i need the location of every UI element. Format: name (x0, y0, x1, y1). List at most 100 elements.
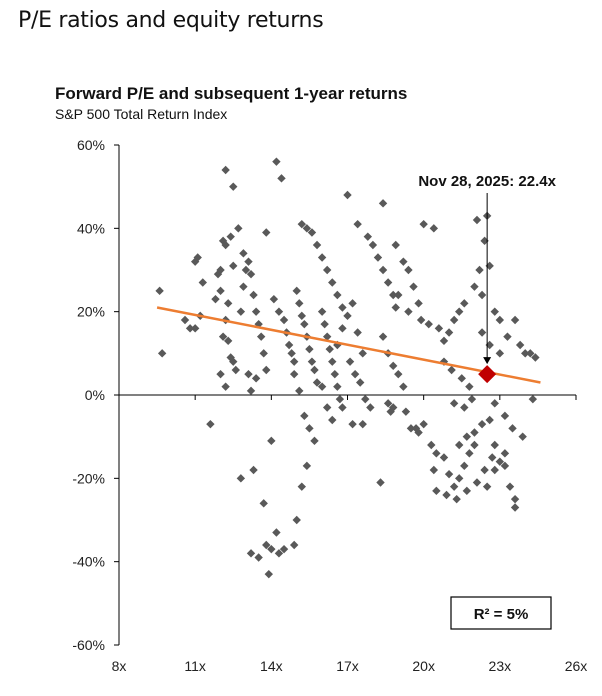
data-point (343, 190, 352, 200)
data-point (353, 328, 362, 337)
data-point (236, 307, 246, 316)
data-point (444, 469, 454, 479)
data-point (216, 265, 225, 275)
data-point (287, 349, 296, 358)
data-point (510, 503, 520, 512)
data-point (419, 419, 428, 429)
data-point (399, 257, 408, 266)
data-point (279, 544, 289, 554)
data-point (447, 365, 456, 375)
data-point (386, 407, 395, 416)
data-point (254, 553, 263, 562)
data-point (404, 265, 413, 275)
data-point (460, 461, 469, 471)
data-point (394, 369, 403, 379)
data-point (432, 486, 441, 496)
data-points (155, 157, 540, 579)
data-point (312, 240, 322, 250)
page-title: P/E ratios and equity returns (18, 8, 324, 33)
data-point (234, 224, 243, 233)
data-point (378, 265, 388, 275)
data-point (358, 419, 367, 429)
data-point (366, 403, 375, 412)
data-point (449, 482, 459, 491)
annotation-arrow-head (483, 357, 492, 365)
data-point (249, 465, 258, 475)
data-point (289, 540, 299, 550)
data-point (330, 369, 340, 379)
data-point (338, 324, 347, 333)
data-point (361, 394, 370, 404)
data-point (480, 465, 489, 475)
data-point (355, 378, 365, 387)
data-point (490, 440, 499, 450)
y-tick-label: -20% (72, 470, 105, 486)
data-point (391, 240, 400, 250)
data-point (317, 253, 327, 262)
data-point (485, 415, 494, 425)
data-point (279, 315, 289, 325)
data-point (274, 549, 284, 558)
data-point (399, 382, 408, 391)
y-tick-label: 40% (77, 220, 105, 236)
data-point (289, 369, 299, 379)
data-point (457, 374, 466, 383)
data-point (320, 319, 329, 329)
data-point (495, 457, 505, 466)
data-point (416, 315, 426, 325)
data-point (157, 349, 167, 358)
data-point (211, 294, 220, 304)
data-point (267, 436, 276, 446)
data-point (206, 419, 215, 429)
data-point (302, 224, 312, 233)
data-point (419, 219, 428, 229)
data-point (409, 282, 418, 291)
data-point (231, 365, 240, 375)
data-point (467, 394, 477, 404)
highlight-label: Nov 28, 2025: 22.4x (418, 173, 556, 190)
data-point (246, 269, 256, 279)
data-point (508, 424, 517, 433)
data-point (300, 411, 309, 421)
chart-title: Forward P/E and subsequent 1-year return… (55, 84, 408, 103)
y-tick-label: -60% (72, 637, 105, 653)
data-point (246, 549, 256, 558)
y-tick-label: 60% (77, 137, 105, 153)
chart-subtitle: S&P 500 Total Return Index (55, 106, 228, 122)
data-point (221, 240, 230, 250)
data-point (277, 174, 286, 183)
data-point (462, 432, 472, 441)
data-point (472, 478, 482, 487)
data-point (223, 299, 233, 308)
data-point (284, 340, 294, 350)
data-point (333, 382, 342, 391)
data-point (229, 182, 238, 191)
data-point (427, 440, 436, 450)
data-point (307, 357, 317, 366)
data-point (185, 324, 195, 333)
data-point (455, 474, 464, 483)
data-point (389, 290, 398, 300)
data-point (180, 315, 190, 325)
r-squared-label: R² = 5% (474, 606, 529, 623)
data-point (394, 290, 403, 300)
data-point (221, 382, 230, 391)
data-point (302, 461, 312, 471)
data-point (292, 515, 301, 525)
data-point (338, 303, 347, 312)
data-point (500, 461, 510, 471)
data-point (267, 544, 276, 554)
x-tick-label: 20x (412, 658, 435, 674)
data-point (216, 369, 225, 379)
data-point (477, 419, 487, 429)
data-point (310, 436, 319, 446)
data-point (229, 261, 238, 271)
data-point (295, 299, 304, 308)
data-point (414, 428, 423, 437)
x-tick-label: 8x (112, 658, 127, 674)
data-point (455, 440, 464, 450)
data-point (528, 394, 538, 404)
data-point (251, 374, 261, 383)
data-point (373, 253, 383, 262)
